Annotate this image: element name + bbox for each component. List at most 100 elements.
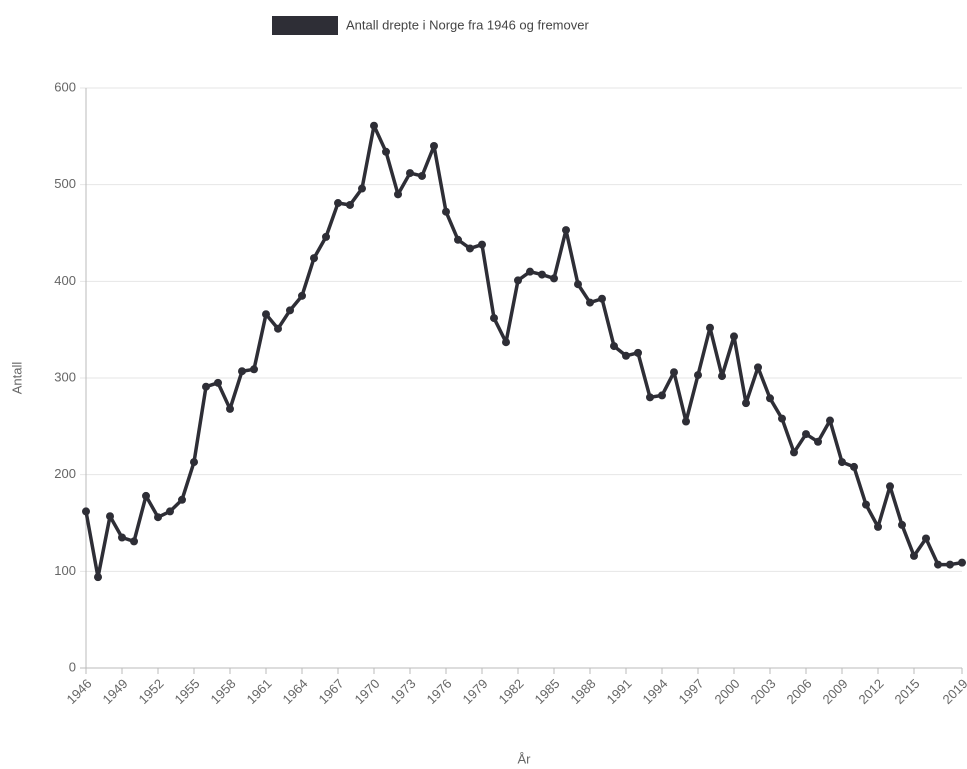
data-point	[898, 520, 906, 529]
data-point	[442, 207, 450, 216]
x-tick-label: 1979	[459, 676, 490, 707]
data-point	[802, 430, 810, 439]
x-tick-label: 1967	[315, 676, 346, 707]
data-point	[826, 416, 834, 425]
y-tick-label: 400	[54, 273, 76, 288]
data-point	[274, 324, 282, 333]
data-point	[958, 558, 966, 567]
legend-label: Antall drepte i Norge fra 1946 og fremov…	[346, 17, 589, 32]
data-point	[346, 200, 354, 209]
x-tick-label: 2012	[855, 676, 886, 707]
x-tick-label: 2006	[783, 676, 814, 707]
x-axis-title: År	[518, 751, 532, 766]
y-tick-label: 600	[54, 79, 76, 94]
data-point	[838, 458, 846, 467]
data-point	[526, 267, 534, 276]
data-point	[814, 437, 822, 446]
data-point	[562, 226, 570, 235]
data-point	[454, 235, 462, 244]
data-point	[658, 391, 666, 400]
data-point	[778, 414, 786, 423]
data-point	[670, 368, 678, 377]
data-point	[250, 365, 258, 374]
data-point	[766, 394, 774, 403]
data-line	[84, 123, 963, 579]
x-tick-label: 1976	[423, 676, 454, 707]
data-point	[226, 404, 234, 413]
x-tick-label: 1988	[567, 676, 598, 707]
data-point	[178, 495, 186, 504]
data-point	[886, 482, 894, 491]
data-point	[874, 522, 882, 531]
data-point	[202, 382, 210, 391]
data-point	[94, 573, 102, 582]
x-tick-label: 2015	[891, 676, 922, 707]
data-point	[190, 458, 198, 467]
y-tick-label: 300	[54, 369, 76, 384]
x-tick-label: 1970	[351, 676, 382, 707]
data-point	[742, 399, 750, 408]
x-tick-label: 1982	[495, 676, 526, 707]
data-point	[130, 537, 138, 546]
x-tick-label: 2009	[819, 676, 850, 707]
data-point	[334, 199, 342, 208]
x-tick-label: 1991	[603, 676, 634, 707]
data-point	[166, 507, 174, 516]
data-point	[286, 306, 294, 315]
data-point	[946, 560, 954, 569]
x-tick-label: 1949	[99, 676, 130, 707]
data-point	[154, 513, 162, 522]
x-tick-label: 1997	[675, 676, 706, 707]
data-point	[550, 274, 558, 283]
data-point	[706, 323, 714, 332]
x-tick-label: 1961	[243, 676, 274, 707]
data-point	[910, 551, 918, 560]
data-point	[862, 500, 870, 509]
y-tick-label: 0	[69, 659, 76, 674]
data-point	[214, 378, 222, 387]
data-point	[922, 534, 930, 543]
x-tick-label: 1952	[135, 676, 166, 707]
data-point	[298, 291, 306, 300]
data-point	[514, 276, 522, 285]
data-point	[370, 121, 378, 130]
data-point	[850, 462, 858, 471]
y-tick-label: 500	[54, 176, 76, 191]
data-point	[634, 348, 642, 357]
data-point	[358, 184, 366, 193]
data-point	[478, 240, 486, 249]
data-point	[118, 533, 126, 542]
data-point	[934, 560, 942, 569]
data-point	[538, 270, 546, 279]
data-point	[406, 169, 414, 178]
data-point	[790, 448, 798, 457]
data-point	[106, 512, 114, 521]
x-tick-label: 1994	[639, 676, 670, 707]
x-tick-label: 2003	[747, 676, 778, 707]
data-point	[718, 372, 726, 381]
data-point	[310, 254, 318, 263]
data-point	[754, 363, 762, 372]
x-tick-label: 1958	[207, 676, 238, 707]
data-point	[82, 507, 90, 516]
y-tick-label: 200	[54, 466, 76, 481]
data-point	[382, 147, 390, 156]
x-tick-label: 2019	[939, 676, 967, 707]
data-point	[694, 371, 702, 380]
data-point	[322, 232, 330, 241]
data-point	[490, 314, 498, 323]
x-tick-label: 2000	[711, 676, 742, 707]
x-tick-label: 1973	[387, 676, 418, 707]
data-point	[610, 342, 618, 351]
data-point	[418, 171, 426, 180]
data-point	[598, 294, 606, 303]
x-tick-label: 1946	[63, 676, 94, 707]
data-point	[238, 367, 246, 376]
data-point	[586, 298, 594, 307]
data-point	[394, 190, 402, 199]
data-point	[262, 310, 270, 319]
data-point	[646, 393, 654, 402]
x-tick-label: 1955	[171, 676, 202, 707]
data-point	[730, 332, 738, 341]
